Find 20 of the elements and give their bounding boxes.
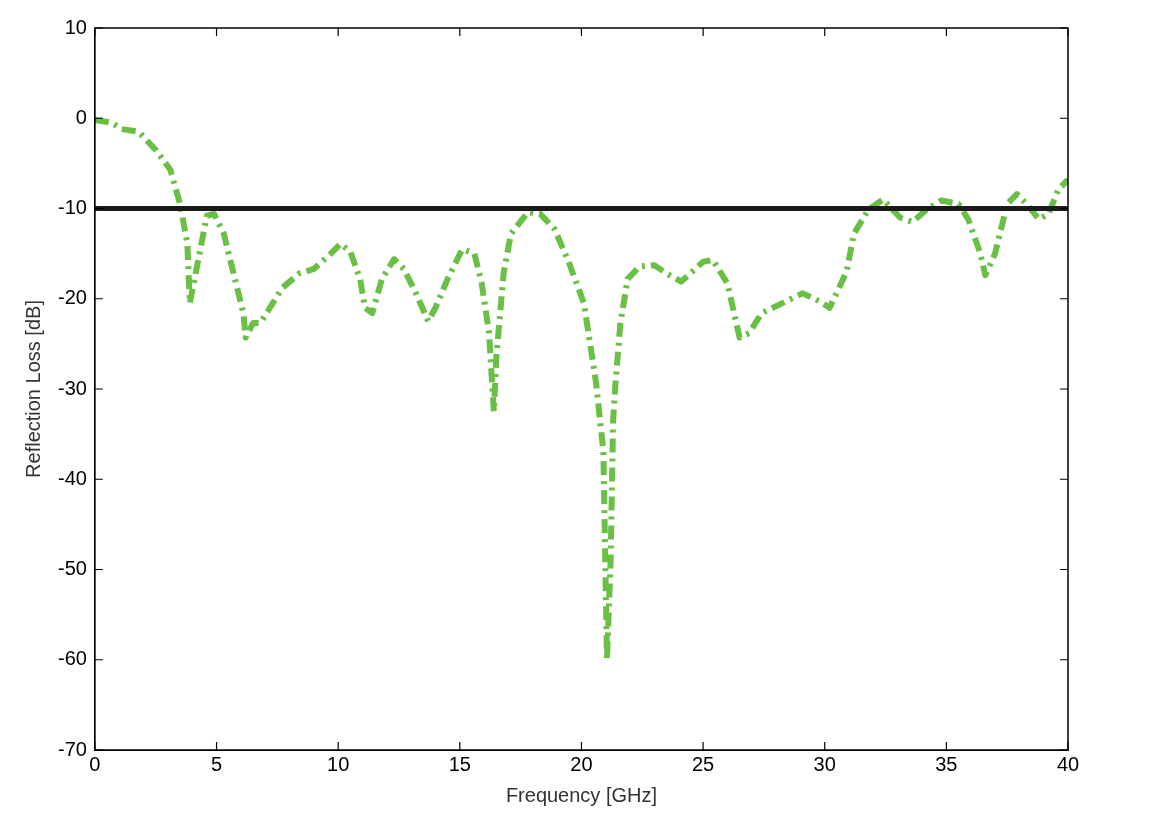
y-axis-title: Reflection Loss [dB] [21,300,44,478]
x-tick-label: 15 [448,752,471,775]
y-tick-label: -50 [58,557,87,580]
x-tick-label: 20 [570,752,593,775]
y-tick-label: 10 [64,15,87,38]
y-tick-label: -60 [58,647,87,670]
y-tick-label: -20 [58,286,87,309]
x-tick-label: 0 [89,752,101,775]
y-tick-label: -30 [58,376,87,399]
x-axis-title: Frequency [GHz] [505,783,658,806]
y-tick-label: -70 [58,737,87,760]
x-tick-label: 30 [813,752,836,775]
x-tick-label: 35 [935,752,958,775]
x-tick-label: 25 [691,752,715,775]
x-tick-label: 5 [210,752,223,775]
y-tick-label: -40 [58,466,87,489]
x-tick-label: 40 [1056,752,1080,775]
y-tick-label: 0 [75,105,87,128]
x-tick-label: 10 [327,752,350,775]
y-tick-label: -10 [58,196,87,219]
